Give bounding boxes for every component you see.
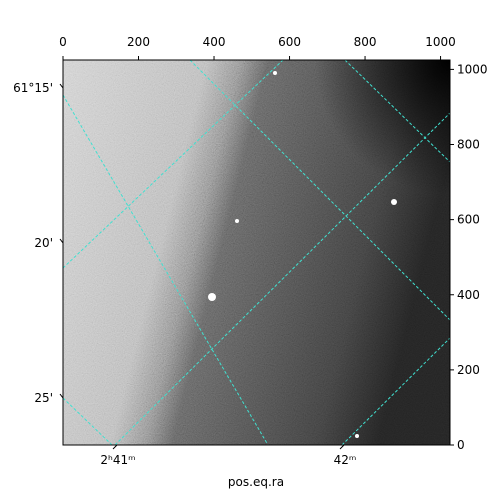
- ra-tick-label: 2ʰ41ᵐ: [100, 453, 135, 467]
- dec-tick-label: 61°15': [13, 81, 53, 95]
- x-tick-label: 800: [354, 35, 377, 49]
- x-tick-label: 400: [203, 35, 226, 49]
- ra-tick-label: 42ᵐ: [334, 453, 357, 467]
- dec-tick-label: 20': [34, 236, 53, 250]
- ra-tick: [339, 444, 345, 450]
- x-tick-label: 1000: [425, 35, 456, 49]
- dec-tick: [59, 238, 64, 244]
- dec-tick-label: 25': [34, 391, 53, 405]
- coordinate-grid: [63, 60, 450, 445]
- y-tick-label: 1000: [457, 62, 488, 76]
- dec-tick: [59, 393, 64, 399]
- x-tick-label: 600: [278, 35, 301, 49]
- y-tick-label: 600: [457, 213, 480, 227]
- y-tick-label: 200: [457, 363, 480, 377]
- x-tick-label: 0: [59, 35, 67, 49]
- y-tick-label: 0: [457, 438, 465, 452]
- axes-frame: [62, 59, 451, 446]
- y-tick-label: 400: [457, 288, 480, 302]
- dec-tick: [59, 83, 64, 89]
- x-tick-label: 200: [127, 35, 150, 49]
- image: [63, 60, 450, 445]
- y-tick-label: 800: [457, 138, 480, 152]
- ra-tick: [112, 444, 118, 450]
- x-axis-label: pos.eq.ra: [228, 475, 284, 489]
